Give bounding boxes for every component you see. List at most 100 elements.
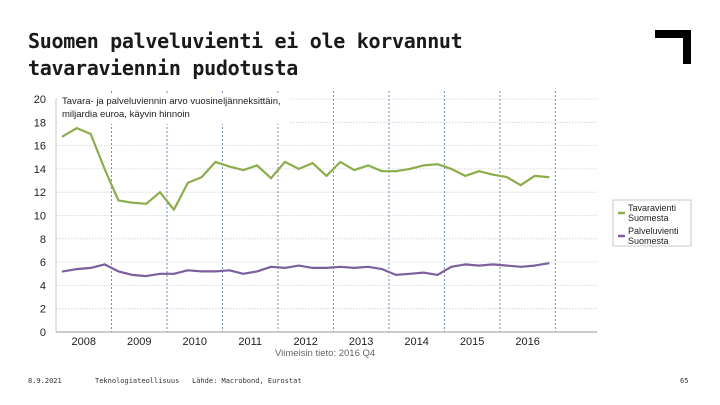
data-point-s0-18: [311, 162, 314, 165]
data-point-s0-33: [519, 184, 522, 187]
data-point-s0-13: [242, 169, 245, 172]
chart-updated-label: Viimeisin tieto: 2016 Q4: [275, 348, 375, 359]
footer-source: Lähde: Macrobond, Eurostat: [192, 377, 302, 385]
data-point-s0-4: [117, 199, 120, 202]
data-point-s0-20: [339, 161, 342, 163]
chart-note-line-1: Tavara- ja palveluviennin arvo vuosinelj…: [62, 96, 281, 107]
data-point-s1-2: [89, 267, 92, 269]
data-point-s1-30: [478, 264, 480, 267]
data-point-s0-0: [62, 135, 64, 138]
legend: Tavaravienti Suomesta Palveluvienti Suom…: [612, 199, 692, 247]
data-point-s1-35: [547, 262, 550, 265]
chart-note-line-2: miljardia euroa, käyvin hinnoin: [62, 109, 190, 120]
data-point-s0-15: [270, 177, 272, 180]
footer-page-number: 65: [680, 377, 689, 385]
data-point-s0-17: [297, 168, 300, 170]
data-point-s1-0: [62, 270, 64, 273]
data-point-s1-6: [145, 275, 148, 277]
series-line-0: [61, 127, 550, 211]
x-tick-label-2016: 2016: [515, 336, 539, 348]
data-point-s0-14: [256, 164, 258, 167]
data-point-s0-35: [547, 176, 550, 179]
data-point-s0-8: [173, 208, 175, 211]
data-point-s0-28: [450, 168, 453, 170]
data-point-s0-21: [353, 169, 356, 172]
data-point-s0-22: [367, 164, 369, 167]
data-point-s0-9: [186, 182, 189, 184]
data-point-s1-11: [214, 270, 217, 273]
data-point-s1-22: [367, 265, 369, 268]
data-point-s0-25: [408, 168, 411, 170]
data-point-s0-11: [214, 161, 217, 163]
data-point-s0-30: [478, 170, 480, 173]
data-point-s1-19: [325, 267, 328, 269]
data-point-s1-32: [505, 264, 508, 267]
x-tick-label-2012: 2012: [293, 336, 317, 348]
data-point-s0-7: [159, 191, 161, 194]
year-separator-layer: [110, 91, 556, 332]
data-point-s1-7: [159, 272, 161, 275]
data-point-s1-20: [339, 265, 342, 268]
data-point-s0-23: [381, 170, 383, 173]
series-layer: [61, 127, 550, 278]
y-tick-label-18: 18: [34, 117, 46, 129]
data-point-s1-27: [436, 274, 439, 276]
data-point-s1-25: [408, 272, 411, 275]
data-point-s1-26: [422, 271, 425, 274]
chart-note-background: [58, 94, 290, 124]
data-point-s1-4: [117, 270, 120, 273]
legend-label-services-line-1: Palveluvienti: [628, 226, 679, 236]
brand-logo-icon: [655, 30, 691, 64]
slide-title: Suomen palveluvienti ei ole korvannut ta…: [28, 29, 463, 80]
data-point-s1-12: [228, 269, 231, 272]
data-point-s1-28: [450, 265, 453, 268]
y-tick-labels: 0 2 4 6 8 10 12 14 16 18 20: [34, 94, 46, 339]
data-point-s1-16: [284, 267, 286, 269]
data-point-s1-17: [297, 264, 300, 267]
data-point-s0-34: [533, 175, 536, 177]
series-line-1: [61, 262, 550, 278]
data-point-s1-31: [492, 263, 494, 266]
data-point-s0-10: [200, 176, 203, 179]
y-tick-label-6: 6: [40, 257, 46, 269]
data-point-s0-19: [325, 175, 328, 177]
data-point-s1-5: [131, 274, 134, 276]
legend-label-goods-line-1: Tavaravienti: [628, 203, 676, 213]
data-point-s1-33: [519, 265, 522, 268]
data-point-s1-34: [533, 264, 536, 267]
legend-label-goods-line-2: Suomesta: [628, 213, 669, 223]
x-tick-label-2014: 2014: [404, 336, 428, 348]
legend-label-services-line-2: Suomesta: [628, 236, 669, 246]
y-tick-label-14: 14: [34, 164, 46, 176]
data-point-s1-21: [353, 267, 356, 269]
x-tick-label-2008: 2008: [72, 336, 96, 348]
data-point-s0-32: [505, 176, 508, 179]
y-tick-label-10: 10: [34, 211, 46, 223]
data-point-s0-31: [492, 173, 494, 176]
footer-date: 8.9.2021: [28, 377, 62, 385]
data-point-s1-18: [311, 267, 314, 269]
data-point-s1-15: [270, 265, 272, 268]
data-point-s0-26: [422, 164, 425, 167]
data-point-s1-10: [200, 270, 203, 273]
y-tick-label-20: 20: [34, 94, 46, 106]
data-point-s1-3: [103, 263, 106, 266]
data-point-s1-23: [381, 268, 383, 270]
data-point-s0-3: [103, 168, 106, 170]
footer-organization: Teknologiateollisuus: [95, 377, 180, 385]
data-point-s1-29: [464, 263, 467, 266]
data-point-s1-14: [256, 270, 258, 273]
data-point-s0-6: [145, 202, 148, 205]
x-tick-label-2013: 2013: [349, 336, 373, 348]
y-tick-label-4: 4: [40, 280, 46, 292]
y-tick-label-2: 2: [40, 304, 46, 316]
data-point-s1-9: [186, 269, 189, 272]
data-point-s1-8: [173, 272, 175, 275]
legend-box: [612, 199, 692, 247]
x-tick-labels: 2008 2009 2010 2011 2012 2013 2014 2015 2016: [72, 336, 540, 348]
y-tick-label-8: 8: [40, 234, 46, 246]
data-point-s0-1: [75, 127, 78, 129]
y-tick-label-16: 16: [34, 141, 46, 153]
data-point-s0-16: [284, 161, 286, 163]
